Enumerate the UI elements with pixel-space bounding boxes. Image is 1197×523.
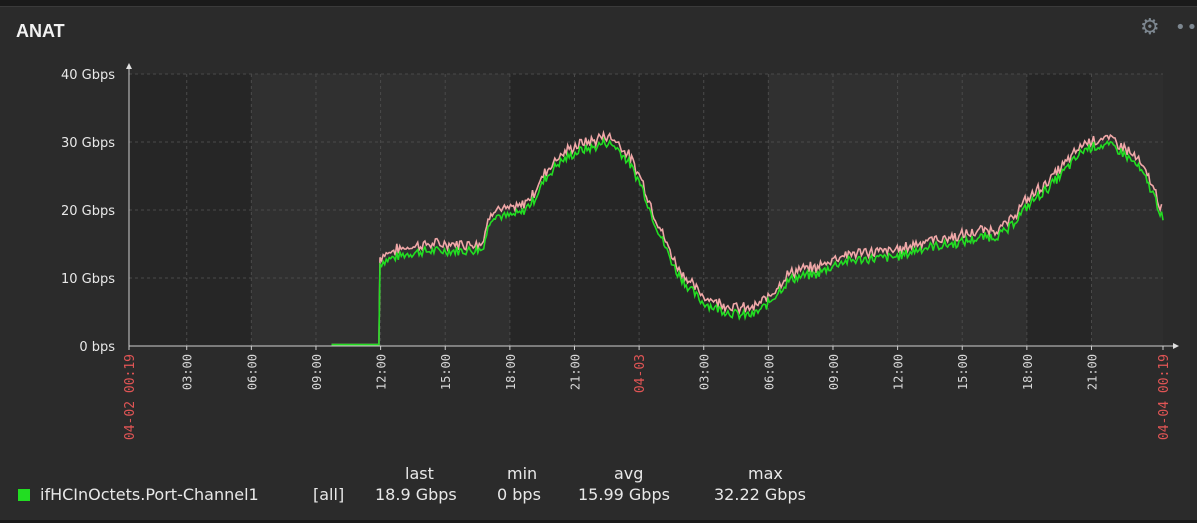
legend-last-value: 18.9 Gbps [375, 485, 457, 504]
x-tick-label: 15:00 [956, 354, 970, 390]
x-tick-label: 21:00 [1085, 354, 1099, 390]
legend-header-max: max [748, 464, 783, 483]
x-tick-label: 03:00 [181, 354, 195, 390]
y-tick-labels: 0 bps 10 Gbps 20 Gbps 30 Gbps 40 Gbps [61, 68, 115, 355]
x-tick-label: 09:00 [310, 354, 324, 390]
x-tick-label: 06:00 [762, 354, 776, 390]
x-tick-label: 12:00 [375, 354, 389, 390]
x-tick-label: 09:00 [827, 354, 841, 390]
x-tick-labels: 04-02 00:19 03:00 06:00 09:00 12:00 15:00 18:0… [123, 354, 1172, 440]
grid-lines [129, 73, 1163, 346]
legend: last min avg max ifHCInOctets.Port-Chann… [0, 456, 1197, 506]
legend-min-value: 0 bps [497, 485, 541, 504]
more-dots-icon[interactable]: •• [1175, 17, 1197, 38]
legend-header-min: min [507, 464, 538, 483]
x-tick-label: 04-02 00:19 [123, 354, 138, 440]
legend-avg-value: 15.99 Gbps [578, 485, 670, 504]
series-max-line [331, 129, 1163, 346]
legend-swatch [18, 489, 30, 501]
x-tick-label: 04-03 [633, 354, 648, 393]
legend-header-avg: avg [614, 464, 644, 483]
series-line [331, 136, 1164, 346]
series-lines [331, 129, 1164, 346]
y-tick-label: 20 Gbps [61, 204, 115, 219]
x-tick-label: 03:00 [698, 354, 712, 390]
widget-title: ANAT [16, 21, 65, 41]
y-tick-label: 30 Gbps [61, 136, 115, 151]
x-tick-label: 12:00 [892, 354, 906, 390]
axes [126, 63, 1179, 350]
x-axis-arrow [1173, 343, 1179, 349]
x-tick-label: 06:00 [245, 354, 259, 390]
legend-series-name[interactable]: ifHCInOctets.Port-Channel1 [40, 485, 259, 504]
y-tick-label: 0 bps [79, 340, 115, 355]
legend-header-last: last [405, 464, 434, 483]
legend-range: [all] [313, 485, 345, 504]
x-tick-label: 18:00 [504, 354, 518, 390]
y-tick-label: 10 Gbps [61, 272, 115, 287]
x-tick-label: 21:00 [568, 354, 582, 390]
x-tick-label: 04-04 00:19 [1157, 354, 1172, 440]
y-axis-arrow [126, 63, 132, 69]
y-tick-label: 40 Gbps [61, 68, 115, 83]
x-tick-label: 18:00 [1021, 354, 1035, 390]
gear-icon[interactable]: ⚙ [1140, 15, 1160, 40]
legend-max-value: 32.22 Gbps [714, 485, 806, 504]
x-tick-label: 15:00 [439, 354, 453, 390]
